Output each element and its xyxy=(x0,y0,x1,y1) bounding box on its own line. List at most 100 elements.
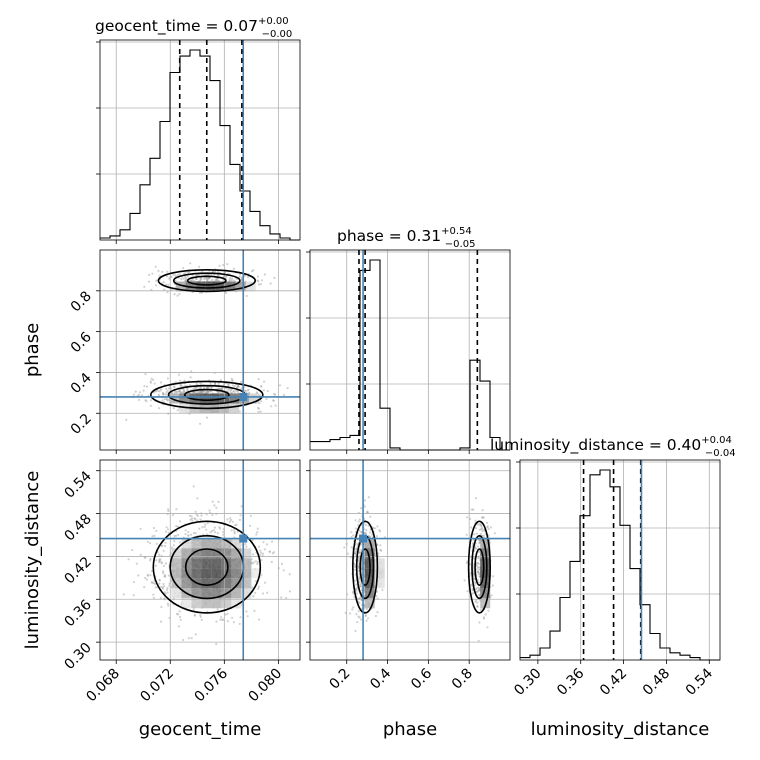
scatter-point xyxy=(360,507,363,510)
scatter-point xyxy=(149,542,152,545)
scatter-point xyxy=(476,605,479,609)
scatter-point xyxy=(240,387,243,390)
density-cell xyxy=(201,568,212,579)
scatter-point xyxy=(196,497,199,500)
density-cell xyxy=(231,558,242,569)
scatter-point xyxy=(211,278,214,281)
scatter-point xyxy=(200,390,203,393)
scatter-point xyxy=(481,530,484,533)
density-cell xyxy=(231,548,242,559)
density-cell xyxy=(249,393,260,404)
scatter-point xyxy=(199,382,202,385)
scatter-point xyxy=(479,608,482,611)
scatter-point xyxy=(360,585,363,588)
scatter-point xyxy=(475,547,478,550)
scatter-point xyxy=(370,533,374,536)
scatter-point xyxy=(166,377,169,380)
scatter-point xyxy=(188,514,191,517)
scatter-point xyxy=(245,294,248,298)
scatter-point xyxy=(150,377,153,380)
scatter-point xyxy=(219,388,222,391)
scatter-point xyxy=(478,557,481,560)
scatter-point xyxy=(184,275,187,278)
scatter-point xyxy=(260,385,263,388)
scatter-point xyxy=(184,276,187,279)
scatter-point xyxy=(176,525,180,528)
scatter-point xyxy=(156,389,159,392)
scatter-point xyxy=(175,612,179,616)
scatter-point xyxy=(360,565,363,568)
scatter-point xyxy=(473,533,476,536)
density-cell xyxy=(191,538,202,549)
density-cell xyxy=(199,393,210,404)
scatter-point xyxy=(274,404,277,407)
scatter-point xyxy=(258,394,262,397)
scatter-point xyxy=(476,545,479,548)
scatter-point xyxy=(260,385,263,388)
scatter-point xyxy=(217,390,220,393)
scatter-point xyxy=(164,530,168,533)
scatter-point xyxy=(288,590,292,593)
scatter-point xyxy=(179,391,182,394)
scatter-point xyxy=(263,380,266,383)
scatter-point xyxy=(191,519,194,522)
x-axis-label-luminosity-distance: luminosity_distance xyxy=(531,719,710,740)
scatter-point xyxy=(187,637,190,640)
scatter-point xyxy=(218,527,221,530)
scatter-point xyxy=(164,562,168,565)
scatter-point xyxy=(152,526,155,530)
scatter-point xyxy=(280,596,283,599)
y-tick-label: 0.42 xyxy=(61,554,94,587)
scatter-point xyxy=(233,279,236,282)
scatter-point xyxy=(478,575,481,578)
scatter-point xyxy=(359,618,363,621)
scatter-point xyxy=(190,370,193,373)
density-cell xyxy=(211,548,222,559)
scatter-point xyxy=(204,390,207,393)
panel-frame xyxy=(519,459,721,661)
scatter-point xyxy=(182,266,185,270)
scatter-point xyxy=(181,391,184,394)
scatter-point xyxy=(183,379,186,382)
scatter-point xyxy=(344,611,347,615)
scatter-point xyxy=(247,388,250,391)
scatter-point xyxy=(473,581,476,584)
density-cell xyxy=(480,538,491,549)
density-cell xyxy=(480,548,491,559)
scatter-point xyxy=(183,390,186,393)
x-tick-label: 0.54 xyxy=(683,665,716,698)
scatter-point xyxy=(249,514,252,518)
scatter-point xyxy=(238,518,241,522)
scatter-point xyxy=(263,273,266,276)
scatter-point xyxy=(260,279,263,282)
scatter-point xyxy=(487,527,490,531)
scatter-point xyxy=(205,416,209,419)
scatter-point xyxy=(155,529,158,533)
y-tick-label: 0.4 xyxy=(68,370,95,397)
scatter-point xyxy=(214,279,217,282)
density-cell xyxy=(480,558,491,569)
scatter-point xyxy=(151,535,154,538)
scatter-point xyxy=(199,422,202,425)
scatter-point xyxy=(217,500,220,503)
scatter-point xyxy=(160,562,163,565)
scatter-point xyxy=(472,565,475,568)
scatter-point xyxy=(208,277,211,280)
scatter-point xyxy=(194,510,197,513)
scatter-point xyxy=(478,550,481,554)
title-luminosity-distance: luminosity_distance = 0.40+0.04 −0.04 xyxy=(490,435,736,459)
density-cell xyxy=(231,578,242,589)
scatter-point xyxy=(355,613,358,616)
scatter-point xyxy=(145,400,148,403)
scatter-point xyxy=(379,530,382,533)
y-tick-label: 0.6 xyxy=(68,329,95,356)
scatter-point xyxy=(475,590,478,593)
scatter-point xyxy=(195,277,198,281)
scatter-point xyxy=(351,590,355,594)
scatter-point xyxy=(472,567,475,570)
scatter-point xyxy=(193,613,196,617)
scatter-point xyxy=(353,563,356,566)
scatter-point xyxy=(236,384,239,387)
scatter-point xyxy=(160,561,163,564)
x-tick-label: 0.6 xyxy=(408,665,435,692)
